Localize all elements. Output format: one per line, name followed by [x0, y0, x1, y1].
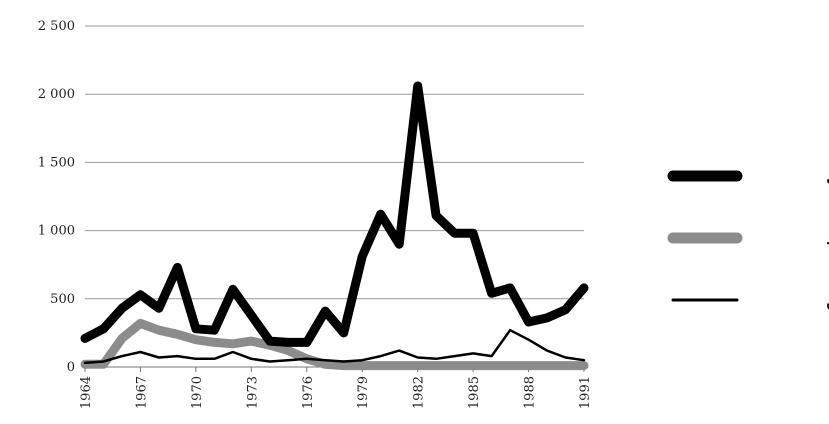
x-tick-label: 1979	[356, 376, 371, 409]
x-tick-label: 1970	[190, 376, 205, 409]
x-tick-label: 1988	[523, 376, 538, 409]
x-tick-labels: 1964 1967 1970 1973 1976 1979 1982 1985 1988 1991	[79, 376, 593, 409]
legend-label: کره جنوبی	[826, 167, 829, 187]
y-tick-label: 2 500	[38, 19, 75, 34]
series-line-1	[80, 81, 589, 347]
y-tick-label: 2 000	[38, 87, 75, 102]
series-lines	[80, 81, 589, 371]
gridlines	[85, 25, 584, 300]
x-tick-label: 1973	[245, 376, 260, 409]
y-tick-label: 0	[67, 360, 75, 375]
x-tick-label: 1982	[412, 376, 427, 409]
y-tick-labels: 0 500 1 000 1 500 2 000 2 500	[38, 19, 75, 375]
y-tick-label: 1 500	[38, 155, 75, 170]
x-tick-label: 1967	[134, 376, 149, 409]
y-tick-label: 500	[50, 292, 75, 307]
x-tick-label: 1985	[467, 376, 482, 409]
x-tick-label: 1964	[79, 376, 94, 409]
series-line-2	[80, 318, 589, 371]
x-tick-label: 1976	[301, 376, 316, 409]
y-tick-label: 1 000	[38, 224, 75, 239]
legend-label: تایلند	[826, 229, 829, 249]
legend-label: فیلیپین	[826, 291, 829, 311]
x-tick-label: 1991	[578, 376, 593, 409]
legend: کره جنوبی تایلند فیلیپین	[667, 167, 829, 311]
series-line-3	[83, 328, 586, 365]
